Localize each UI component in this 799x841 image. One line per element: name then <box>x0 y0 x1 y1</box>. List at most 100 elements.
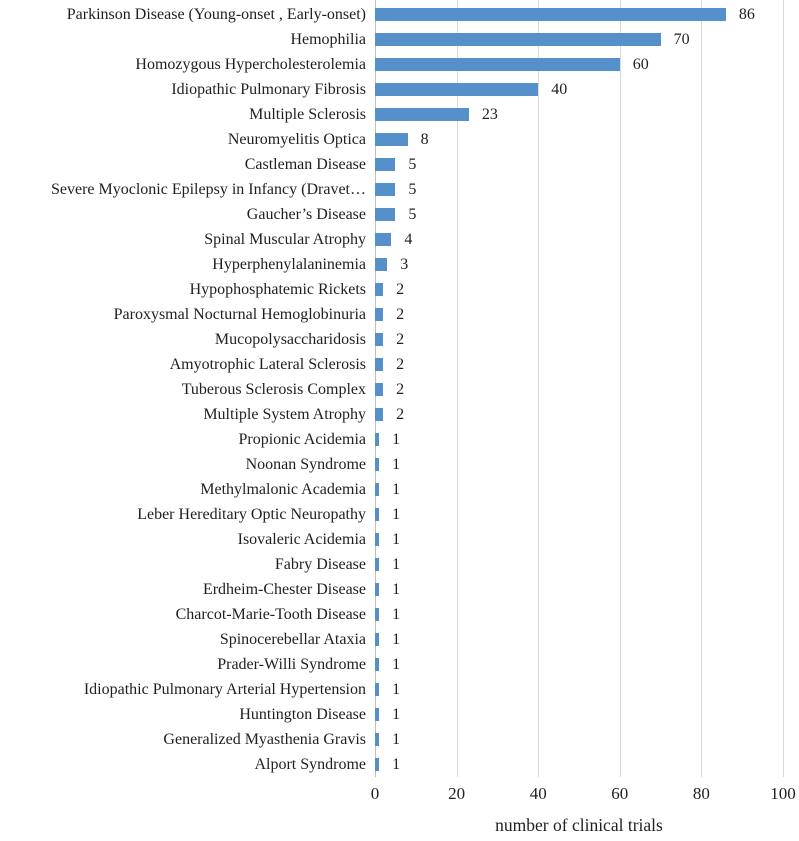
x-tick-label: 0 <box>370 784 380 803</box>
bar <box>375 83 539 96</box>
chart-row: Methylmalonic Academia 1 <box>0 477 783 502</box>
bar <box>375 683 380 696</box>
category-label: Gaucher’s Disease <box>246 206 366 223</box>
bar <box>375 258 388 271</box>
chart-row: Homozygous Hypercholesterolemia 60 <box>0 52 783 77</box>
value-label: 3 <box>400 256 409 273</box>
category-label: Tuberous Sclerosis Complex <box>181 381 366 398</box>
bar-cell: 1 <box>375 552 783 577</box>
chart-row: Multiple System Atrophy 2 <box>0 402 783 427</box>
bar-cell: 1 <box>375 652 783 677</box>
chart-row: Spinal Muscular Atrophy 4 <box>0 227 783 252</box>
bar-cell: 70 <box>375 27 783 52</box>
bar <box>375 208 396 221</box>
bar <box>375 508 380 521</box>
bar <box>375 483 380 496</box>
category-label: Mucopolysaccharidosis <box>214 331 366 348</box>
x-tick-label: 100 <box>770 784 796 803</box>
category-label: Leber Hereditary Optic Neuropathy <box>137 506 366 523</box>
bar-cell: 1 <box>375 727 783 752</box>
chart-row: Multiple Sclerosis 23 <box>0 102 783 127</box>
value-label: 1 <box>392 531 401 548</box>
value-label: 1 <box>392 481 401 498</box>
x-tick-label: 60 <box>611 784 629 803</box>
chart-row: Generalized Myasthenia Gravis 1 <box>0 727 783 752</box>
category-label: Hypophosphatemic Rickets <box>189 281 366 298</box>
category-label: Multiple Sclerosis <box>249 106 366 123</box>
bar <box>375 333 384 346</box>
chart-row: Parkinson Disease (Young-onset , Early-o… <box>0 2 783 27</box>
bar-cell: 1 <box>375 452 783 477</box>
chart-row: Propionic Acidemia 1 <box>0 427 783 452</box>
bar-cell: 2 <box>375 302 783 327</box>
value-label: 40 <box>551 81 568 98</box>
x-axis-title: number of clinical trials <box>495 815 663 835</box>
bar-cell: 5 <box>375 202 783 227</box>
value-label: 2 <box>396 281 405 298</box>
category-label: Spinal Muscular Atrophy <box>204 231 366 248</box>
chart-row: Tuberous Sclerosis Complex 2 <box>0 377 783 402</box>
bar-cell: 2 <box>375 402 783 427</box>
category-label: Isovaleric Acidemia <box>237 531 366 548</box>
chart-row: Noonan Syndrome 1 <box>0 452 783 477</box>
bar <box>375 658 380 671</box>
chart-row: Fabry Disease 1 <box>0 552 783 577</box>
bar-cell: 5 <box>375 152 783 177</box>
category-label: Castleman Disease <box>244 156 366 173</box>
chart-row: Mucopolysaccharidosis 2 <box>0 327 783 352</box>
value-label: 2 <box>396 406 405 423</box>
bar <box>375 8 726 21</box>
value-label: 1 <box>392 581 401 598</box>
chart-row: Leber Hereditary Optic Neuropathy 1 <box>0 502 783 527</box>
chart-row: Alport Syndrome 1 <box>0 752 783 777</box>
value-label: 2 <box>396 381 405 398</box>
chart-row: Amyotrophic Lateral Sclerosis 2 <box>0 352 783 377</box>
value-label: 8 <box>420 131 429 148</box>
value-label: 4 <box>404 231 413 248</box>
bar-cell: 86 <box>375 2 783 27</box>
value-label: 2 <box>396 331 405 348</box>
bar <box>375 533 380 546</box>
bar <box>375 183 396 196</box>
bar-cell: 1 <box>375 602 783 627</box>
chart-row: Castleman Disease 5 <box>0 152 783 177</box>
bar <box>375 358 384 371</box>
value-label: 1 <box>392 656 401 673</box>
value-label: 86 <box>738 6 755 23</box>
bar <box>375 33 661 46</box>
chart-row: Gaucher’s Disease 5 <box>0 202 783 227</box>
category-label: Severe Myoclonic Epilepsy in Infancy (Dr… <box>50 181 366 198</box>
chart-row: Severe Myoclonic Epilepsy in Infancy (Dr… <box>0 177 783 202</box>
bar-cell: 1 <box>375 752 783 777</box>
bar <box>375 583 380 596</box>
bar <box>375 408 384 421</box>
bar-cell: 5 <box>375 177 783 202</box>
category-label: Generalized Myasthenia Gravis <box>163 731 366 748</box>
value-label: 1 <box>392 606 401 623</box>
bar-cell: 4 <box>375 227 783 252</box>
category-label: Homozygous Hypercholesterolemia <box>135 56 366 73</box>
value-label: 5 <box>408 181 417 198</box>
category-label: Methylmalonic Academia <box>200 481 366 498</box>
value-label: 1 <box>392 756 401 773</box>
bar-cell: 1 <box>375 502 783 527</box>
bar <box>375 133 408 146</box>
value-label: 1 <box>392 456 401 473</box>
value-label: 70 <box>673 31 690 48</box>
category-label: Neuromyelitis Optica <box>227 131 366 148</box>
category-label: Fabry Disease <box>274 556 366 573</box>
category-label: Noonan Syndrome <box>245 456 366 473</box>
category-label: Multiple System Atrophy <box>203 406 366 423</box>
chart-row: Prader-Willi Syndrome 1 <box>0 652 783 677</box>
bar <box>375 558 380 571</box>
chart-row: Idiopathic Pulmonary Arterial Hypertensi… <box>0 677 783 702</box>
value-label: 1 <box>392 706 401 723</box>
bar-cell: 60 <box>375 52 783 77</box>
value-label: 1 <box>392 506 401 523</box>
bar <box>375 433 380 446</box>
category-label: Spinocerebellar Ataxia <box>219 631 366 648</box>
bar <box>375 733 380 746</box>
x-tick-label: 20 <box>448 784 466 803</box>
bar-cell: 40 <box>375 77 783 102</box>
